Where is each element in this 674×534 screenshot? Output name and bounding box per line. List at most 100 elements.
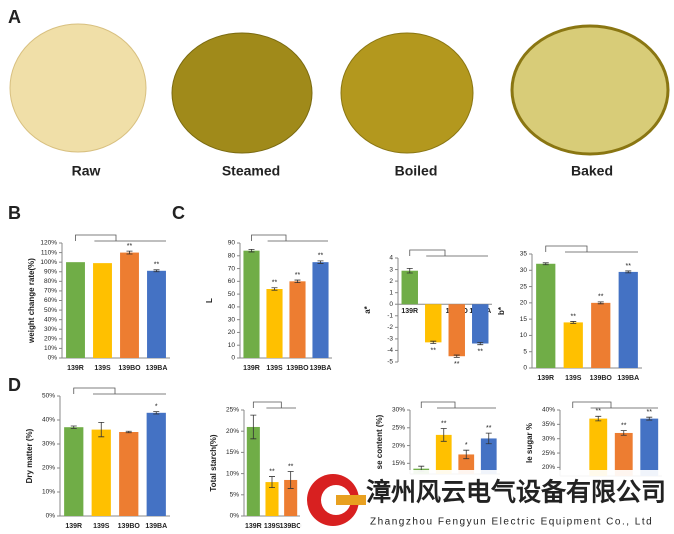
x-tick-label: 139R [401, 308, 418, 315]
bar [435, 434, 452, 474]
error-bar [463, 449, 470, 460]
significance: ** [269, 468, 275, 475]
x-tick-label: 139S [94, 365, 111, 372]
bar [480, 438, 497, 474]
bracket [251, 234, 328, 242]
y-tick-label: 0 [231, 355, 235, 362]
error-bar [153, 269, 160, 273]
logo [300, 470, 674, 534]
bar [64, 427, 84, 516]
x-tick-label: 139R [243, 365, 260, 372]
y-tick-label: 2 [389, 278, 393, 285]
x-tick-label: 139BO [590, 375, 613, 382]
bracket [420, 401, 496, 409]
error-bar [406, 268, 413, 274]
significance: ** [272, 280, 278, 287]
y-tick-label: 50 [228, 291, 236, 298]
y-tick-label: 80 [228, 252, 236, 259]
x-tick-label: 139S [93, 523, 110, 530]
bar [289, 281, 306, 358]
y-tick-label: 4 [389, 255, 393, 262]
error-bar [620, 430, 627, 436]
error-bar [248, 248, 255, 253]
bar [425, 304, 442, 343]
significance: ** [626, 263, 632, 270]
bar [640, 418, 659, 476]
y-tick-label: 20% [42, 465, 55, 472]
y-tick-label: 5 [523, 348, 527, 355]
y-tick-label: 5% [230, 492, 240, 499]
bar [458, 454, 475, 474]
significance: ** [621, 423, 627, 430]
error-bar [477, 341, 484, 346]
bar [401, 270, 418, 305]
x-tick-label: 139BA [145, 523, 167, 530]
error-bar [125, 430, 132, 434]
y-tick-label: 60% [44, 297, 57, 304]
bar [536, 263, 556, 368]
x-tick-label: 139BA [146, 365, 168, 372]
y-tick-label: 40% [44, 316, 57, 323]
x-tick-label: 139BO [286, 365, 309, 372]
y-tick-label: 70% [44, 288, 57, 295]
error-bar [271, 287, 278, 291]
error-bar [153, 411, 160, 415]
bracket [409, 249, 488, 257]
y-tick-label: 70 [228, 265, 236, 272]
error-bar [597, 301, 604, 305]
y-tick-label: 15% [226, 449, 239, 456]
y-axis-label: se content (%) [375, 414, 384, 469]
photo-label: Raw [72, 163, 101, 179]
x-tick-label: 139R [537, 375, 554, 382]
error-bar [485, 432, 492, 445]
error-bar [625, 270, 632, 274]
significance: ** [318, 253, 324, 260]
bar [119, 432, 139, 516]
photo-baked [510, 24, 670, 156]
y-tick-label: 20 [520, 300, 528, 307]
bar [563, 322, 583, 368]
y-tick-label: 25% [392, 424, 405, 431]
y-tick-label: 20% [392, 442, 405, 449]
y-tick-label: 0 [389, 301, 393, 308]
error-bar [287, 471, 294, 489]
y-tick-label: -4 [387, 347, 393, 354]
y-tick-label: 10 [520, 332, 528, 339]
significance: ** [454, 361, 460, 368]
y-tick-label: 35 [520, 251, 528, 258]
significance: ** [598, 294, 604, 301]
error-bar [570, 321, 577, 324]
bar [93, 263, 112, 358]
x-tick-label: 139S [264, 523, 281, 530]
error-bar [70, 425, 77, 429]
y-tick-label: -5 [387, 359, 393, 366]
bar [91, 429, 111, 516]
y-tick-label: 50% [42, 393, 55, 400]
bracket [73, 387, 166, 395]
bracket [252, 401, 296, 409]
y-tick-label: 20% [44, 336, 57, 343]
photo-raw [9, 23, 147, 153]
error-bar [440, 428, 447, 442]
y-axis-label: b* [497, 306, 506, 315]
bar [243, 250, 260, 358]
y-tick-label: 0% [230, 513, 240, 520]
y-tick-label: 25 [520, 283, 528, 290]
error-bar [294, 279, 301, 284]
y-axis-label: Total starch(%) [209, 434, 218, 492]
y-tick-label: 30% [392, 407, 405, 414]
y-tick-label: 10 [228, 342, 236, 349]
y-tick-label: 90% [44, 268, 57, 275]
bar [591, 302, 611, 368]
y-tick-label: 100% [40, 259, 57, 266]
x-tick-label: 139S [266, 365, 283, 372]
y-tick-label: 10% [42, 489, 55, 496]
bar [66, 262, 85, 358]
y-tick-label: 10% [44, 345, 57, 352]
bar [246, 426, 260, 516]
x-tick-label: 139R [245, 523, 262, 530]
y-tick-label: 0 [523, 365, 527, 372]
y-tick-label: 90 [228, 240, 236, 247]
bar [120, 252, 139, 358]
y-tick-label: 20 [228, 329, 236, 336]
